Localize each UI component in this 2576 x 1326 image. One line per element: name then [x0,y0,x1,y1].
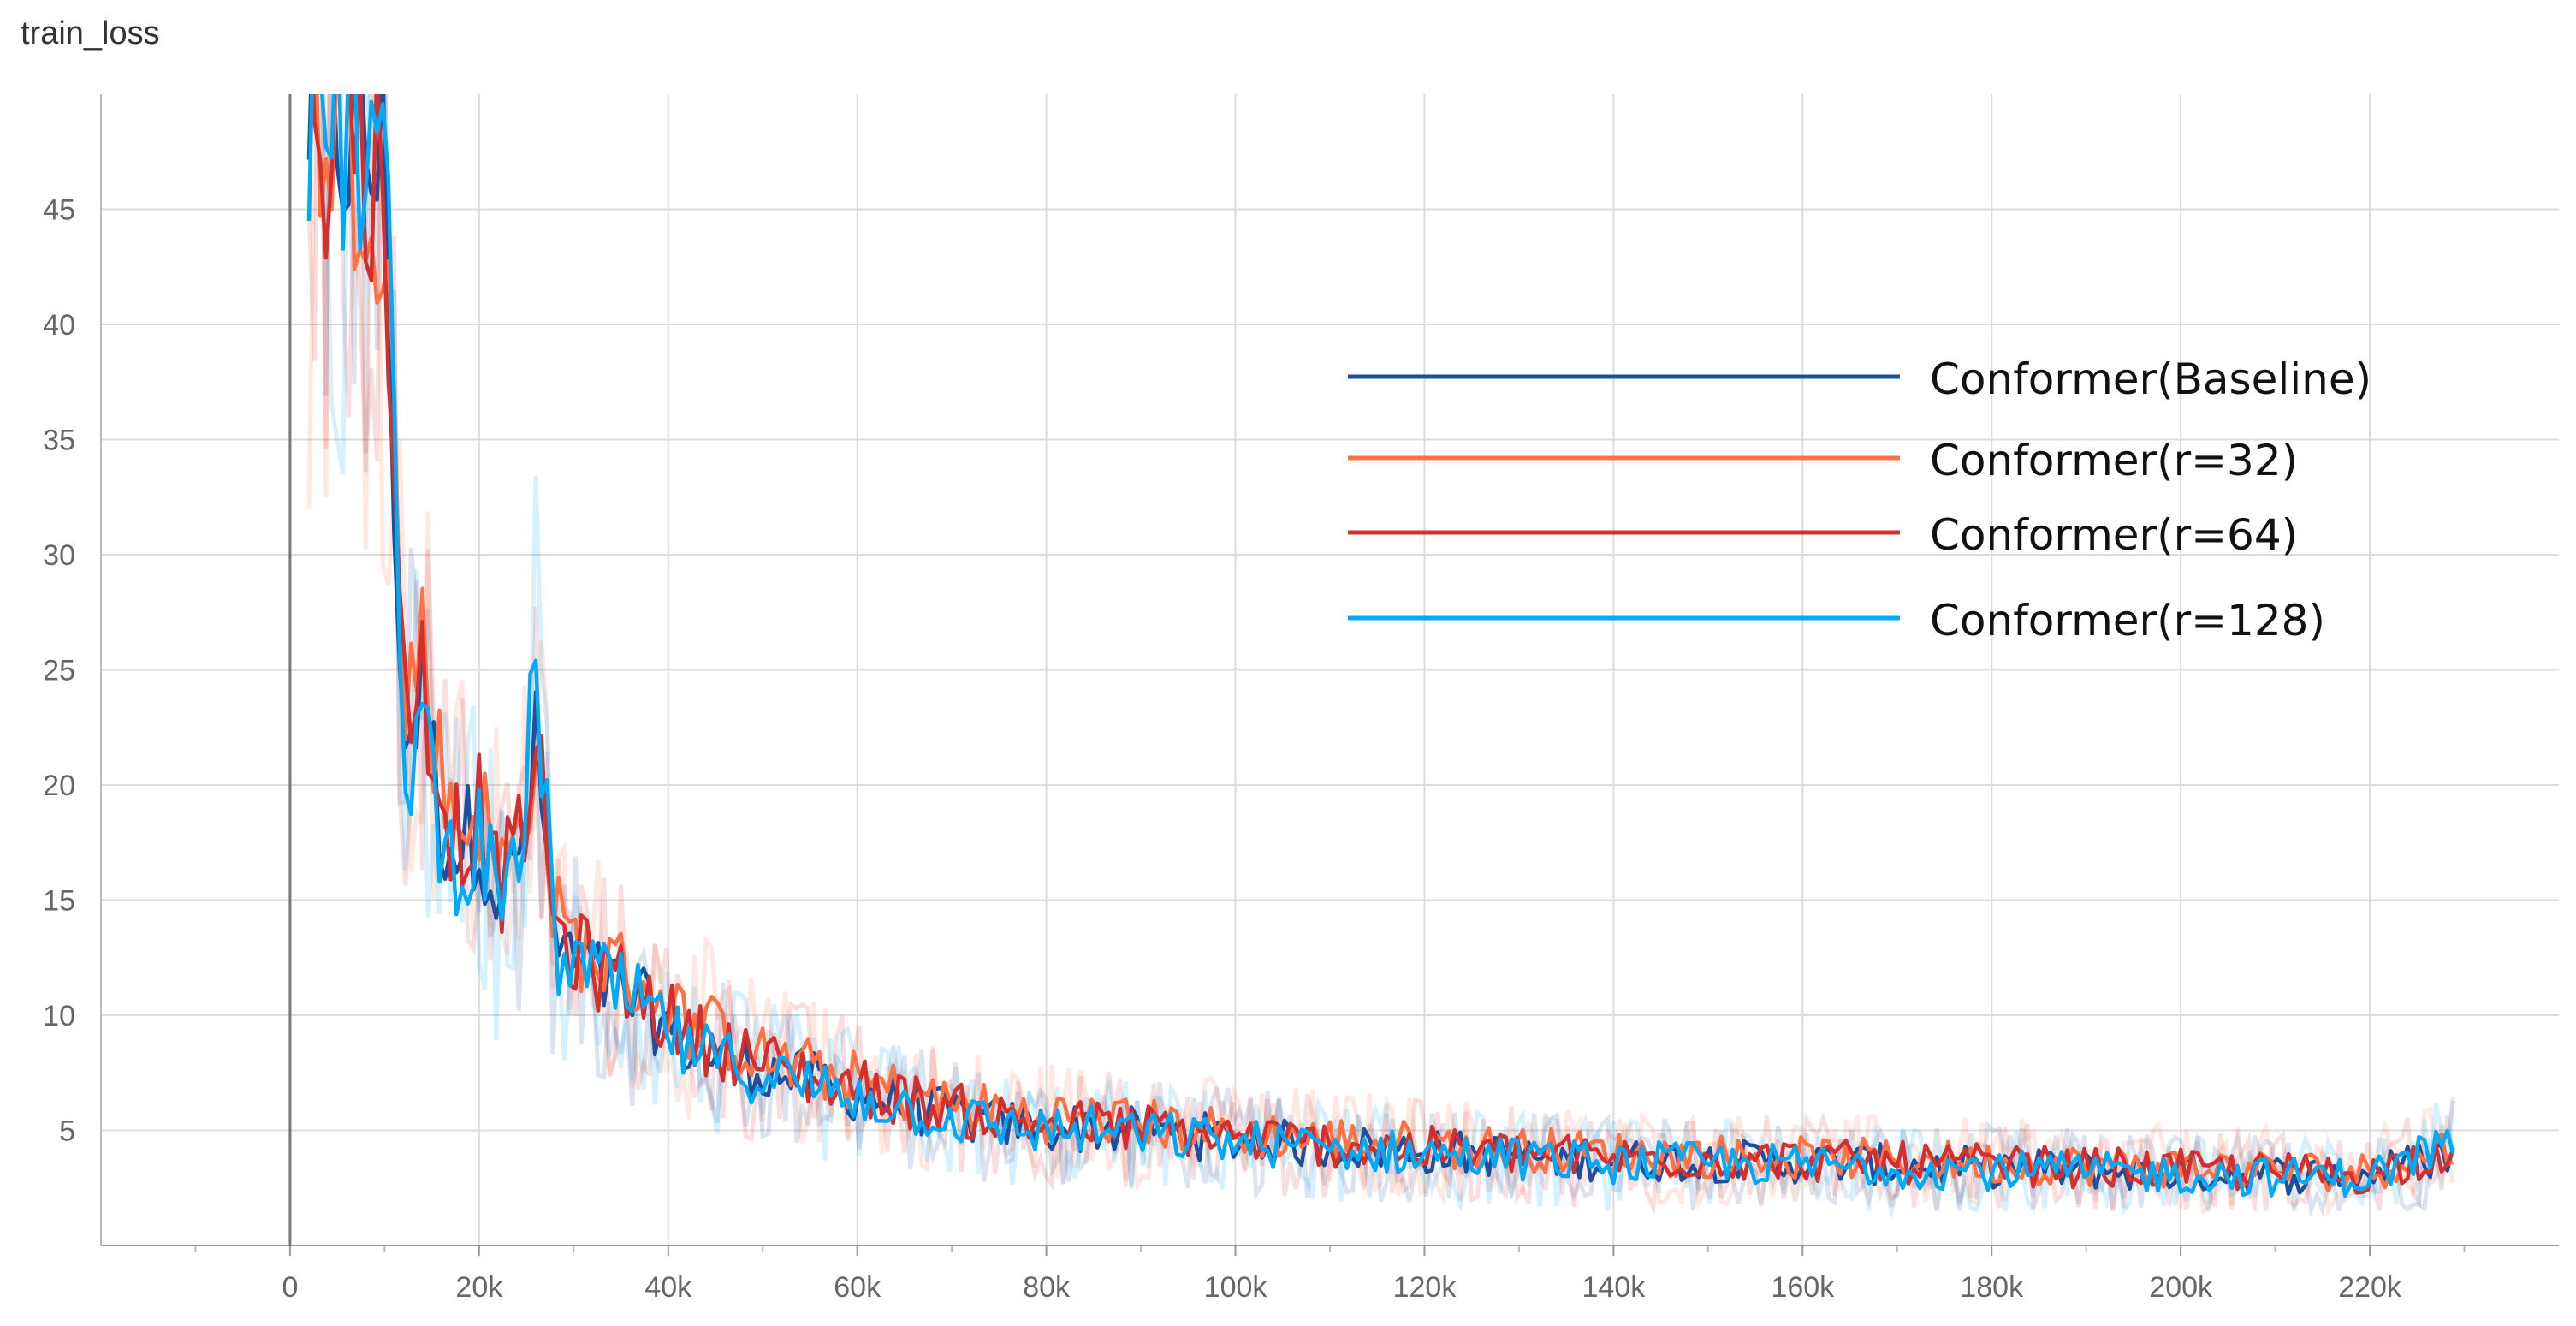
y-tick-label: 25 [43,655,75,687]
x-tick-label: 80k [1023,1271,1071,1304]
y-tick-label: 15 [43,885,75,918]
y-tick-labels: 5 10 15 20 25 30 35 40 45 [43,194,75,1148]
series-raw-trace [306,94,2455,1218]
x-tick-label: 120k [1393,1271,1457,1304]
series-line [306,94,2455,1198]
x-tick-label: 140k [1582,1271,1647,1304]
axes [100,94,2559,1256]
chart-title: train_loss [21,15,160,51]
y-tick-label: 30 [43,539,75,572]
series-lines [306,94,2455,1198]
legend-label: Conformer(r=64) [1930,510,2298,560]
y-tick-label: 10 [43,1000,75,1032]
legend-label: Conformer(r=32) [1930,436,2298,485]
legend-label: Conformer(Baseline) [1930,354,2371,404]
x-tick-label: 100k [1204,1271,1268,1304]
y-tick-label: 40 [43,309,75,342]
legend-label: Conformer(r=128) [1930,596,2325,645]
x-tick-label: 160k [1771,1271,1835,1304]
series-raw-trace [321,94,2455,1220]
y-tick-label: 45 [43,194,75,227]
y-tick-label: 20 [43,770,75,802]
x-tick-label: 220k [2338,1271,2402,1304]
y-tick-label: 5 [59,1115,75,1148]
x-tick-labels: 0 20k 40k 60k 80k 100k 120k 140k 160k 180k 200k 220… [282,1271,2401,1304]
x-tick-label: 40k [644,1271,692,1304]
x-tick-label: 200k [2149,1271,2213,1304]
x-tick-label: 20k [455,1271,503,1304]
x-tick-label: 180k [1960,1271,2024,1304]
x-tick-label: 0 [282,1271,298,1304]
y-tick-label: 35 [43,425,75,457]
grid [101,94,2559,1246]
legend: Conformer(Baseline) Conformer(r=32) Confor… [1348,354,2371,645]
x-tick-label: 60k [834,1271,881,1304]
